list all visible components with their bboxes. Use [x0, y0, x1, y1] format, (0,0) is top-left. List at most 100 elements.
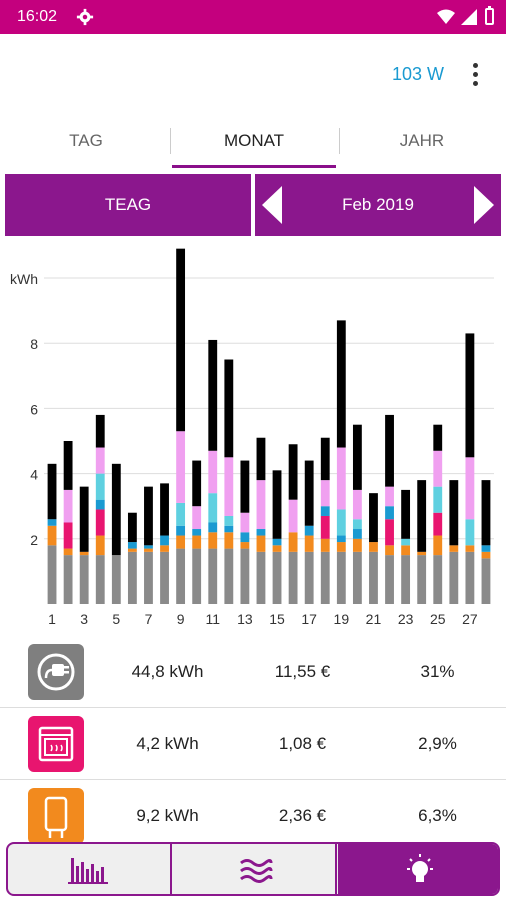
x-tick-label: 9: [177, 611, 185, 627]
bar-segment: [240, 542, 250, 549]
x-tick-label: 15: [269, 611, 285, 627]
bar-segment: [63, 548, 73, 556]
bar-segment: [449, 551, 459, 604]
bar-segment: [95, 499, 105, 510]
bar-segment: [127, 542, 137, 549]
consumption-row[interactable]: 9,2 kWh 2,36 € 6,3%: [0, 780, 506, 852]
bar-segment: [336, 542, 346, 552]
bar-segment: [304, 551, 314, 604]
bar-segment: [240, 512, 250, 533]
bar-segment: [176, 248, 186, 432]
bar-segment: [336, 509, 346, 536]
bar-segment: [272, 470, 282, 539]
bar-segment: [224, 548, 234, 604]
nav-consumers-button[interactable]: [338, 844, 498, 894]
bar-segment: [240, 460, 250, 513]
bar-segment: [208, 450, 218, 494]
bar-segment: [352, 519, 362, 530]
bar-segment: [208, 493, 218, 523]
bar-segment: [369, 551, 378, 604]
bar-segment: [256, 529, 266, 536]
bar-segment: [79, 486, 89, 552]
bar-segment: [369, 542, 378, 552]
status-bar: 16:02: [0, 0, 506, 34]
bar-segment: [192, 529, 202, 536]
overflow-menu-icon[interactable]: [466, 62, 486, 88]
bar-segment: [208, 532, 218, 549]
bar-segment: [433, 450, 443, 487]
bar-segment: [144, 545, 153, 549]
bar-segment: [256, 535, 266, 552]
previous-period-arrow-icon[interactable]: [262, 186, 282, 224]
next-period-arrow-icon[interactable]: [474, 186, 494, 224]
bar-segment: [401, 538, 411, 546]
bar-segment: [272, 551, 282, 604]
bar-segment: [352, 551, 362, 604]
x-tick-label: 19: [334, 611, 350, 627]
nav-live-button[interactable]: [173, 844, 337, 894]
x-tick-label: 5: [112, 611, 120, 627]
consumption-row[interactable]: 44,8 kWh 11,55 € 31%: [0, 636, 506, 708]
bar-segment: [192, 506, 202, 530]
bar-segment: [176, 502, 186, 526]
bar-segment: [192, 548, 202, 604]
bar-segment: [127, 551, 137, 604]
bar-segment: [256, 480, 266, 530]
bar-segment: [352, 424, 362, 490]
bar-segment: [63, 555, 73, 604]
bar-segment: [144, 551, 153, 604]
bar-segment: [352, 538, 362, 552]
bar-segment: [47, 545, 57, 604]
bar-segment: [481, 480, 491, 546]
provider-label: TEAG: [104, 195, 152, 214]
bar-segment: [240, 548, 250, 604]
bar-segment: [385, 414, 394, 487]
provider-selector[interactable]: TEAG: [5, 174, 251, 236]
y-tick-label: 2: [30, 532, 38, 548]
bar-segment: [304, 460, 314, 526]
bar-segment: [160, 551, 169, 604]
power-reading: 103 W: [392, 64, 445, 84]
bar-segment: [336, 551, 346, 604]
bar-segment: [256, 437, 266, 481]
bar-segment: [272, 538, 282, 546]
x-tick-label: 21: [366, 611, 382, 627]
period-label: Feb 2019: [342, 195, 414, 214]
consumption-row[interactable]: 4,2 kWh 1,08 € 2,9%: [0, 708, 506, 780]
bar-segment: [385, 545, 394, 556]
tab-day[interactable]: TAG: [69, 131, 103, 150]
bar-segment: [95, 473, 105, 500]
bar-segment: [304, 535, 314, 552]
x-tick-label: 27: [462, 611, 478, 627]
bar-segment: [256, 551, 266, 604]
bar-segment: [160, 535, 169, 546]
bar-segment: [336, 320, 346, 448]
bar-segment: [63, 489, 73, 523]
tab-year[interactable]: JAHR: [399, 131, 445, 150]
bar-segment: [224, 515, 234, 526]
x-tick-label: 3: [80, 611, 88, 627]
bar-segment: [417, 555, 427, 604]
bar-segment: [465, 333, 475, 458]
bar-segment: [433, 424, 443, 451]
bar-segment: [320, 437, 330, 481]
x-tick-label: 23: [398, 611, 414, 627]
bar-segment: [111, 555, 121, 604]
x-tick-label: 7: [145, 611, 153, 627]
bar-segment: [160, 545, 169, 552]
nav-statistics-button[interactable]: [8, 844, 172, 894]
bar-segment: [385, 506, 394, 520]
bar-segment: [465, 551, 475, 604]
bar-segment: [95, 447, 105, 474]
bar-segment: [401, 489, 411, 539]
bar-segment: [176, 548, 186, 604]
bar-segment: [176, 525, 186, 536]
tab-month[interactable]: MONAT: [170, 122, 338, 168]
bar-segment: [47, 525, 57, 546]
waves-icon: [240, 859, 273, 883]
bar-segment: [144, 486, 153, 546]
bar-segment: [433, 486, 443, 513]
cost-value: 1,08 €: [278, 734, 327, 753]
x-tick-label: 1: [48, 611, 56, 627]
bar-segment: [176, 431, 186, 503]
